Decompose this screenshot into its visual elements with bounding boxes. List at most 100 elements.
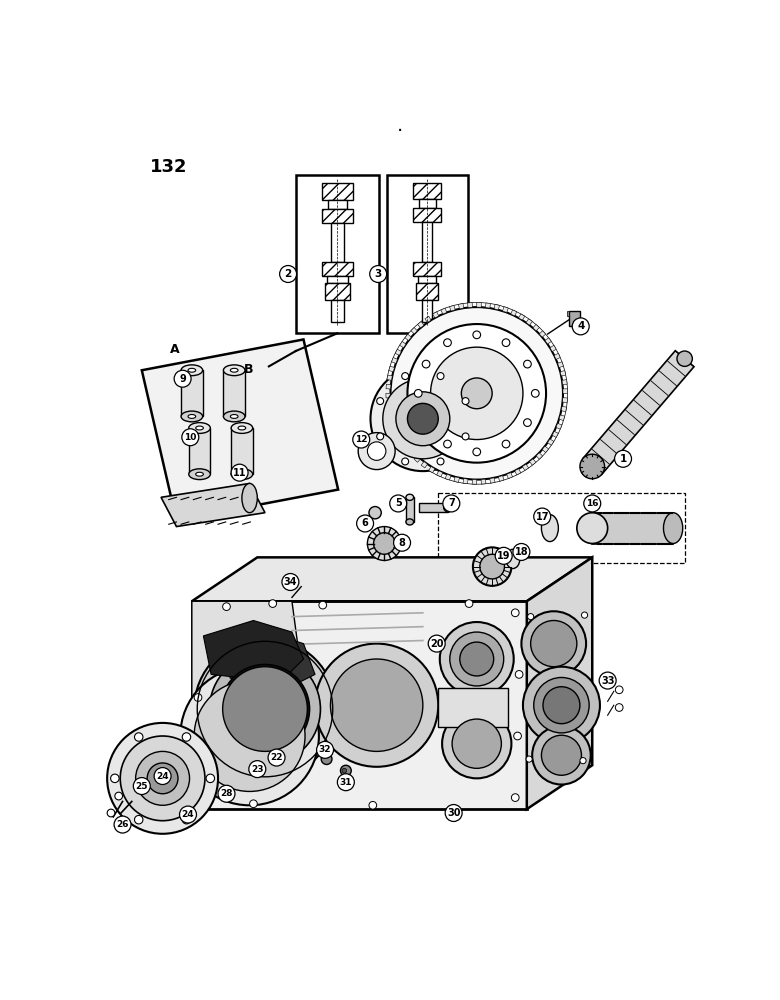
Circle shape (134, 733, 143, 741)
Ellipse shape (577, 513, 608, 544)
Polygon shape (554, 353, 560, 359)
Circle shape (319, 601, 327, 609)
Bar (413, 208, 441, 222)
Bar (296, 175, 379, 333)
Ellipse shape (181, 365, 203, 376)
Ellipse shape (196, 472, 204, 476)
Circle shape (512, 794, 519, 801)
Circle shape (580, 454, 604, 479)
Circle shape (321, 754, 332, 764)
Polygon shape (395, 349, 402, 355)
Ellipse shape (406, 519, 413, 525)
Circle shape (402, 458, 409, 465)
Polygon shape (511, 310, 517, 316)
Circle shape (534, 677, 589, 733)
Circle shape (210, 654, 321, 764)
Circle shape (480, 554, 505, 579)
Polygon shape (449, 305, 456, 311)
Circle shape (526, 756, 532, 762)
Circle shape (473, 331, 480, 339)
Text: 9: 9 (179, 374, 186, 384)
Circle shape (369, 507, 381, 519)
Circle shape (269, 600, 277, 607)
Polygon shape (463, 479, 468, 484)
Text: 8: 8 (399, 538, 406, 548)
Text: 6: 6 (362, 518, 368, 528)
Circle shape (250, 800, 257, 808)
Polygon shape (417, 322, 424, 328)
Circle shape (317, 741, 334, 758)
Text: 12: 12 (355, 435, 367, 444)
Ellipse shape (196, 426, 204, 430)
Circle shape (677, 351, 693, 366)
Polygon shape (485, 303, 491, 308)
Circle shape (452, 719, 502, 768)
Polygon shape (402, 443, 409, 449)
Circle shape (414, 389, 422, 397)
Text: 31: 31 (339, 778, 352, 787)
Circle shape (147, 763, 178, 794)
Bar (322, 209, 353, 223)
Circle shape (513, 544, 530, 560)
Circle shape (514, 732, 521, 740)
Circle shape (444, 440, 452, 448)
Text: ·: · (396, 122, 403, 141)
Text: 4: 4 (577, 321, 584, 331)
Polygon shape (437, 471, 443, 477)
Polygon shape (142, 339, 339, 520)
Circle shape (331, 659, 423, 751)
Polygon shape (433, 312, 439, 318)
Circle shape (206, 774, 215, 783)
Ellipse shape (231, 469, 253, 480)
Polygon shape (536, 453, 543, 459)
Circle shape (111, 774, 119, 783)
Circle shape (443, 495, 459, 512)
Bar (419, 503, 448, 512)
Circle shape (220, 664, 310, 754)
Circle shape (402, 373, 409, 380)
Circle shape (580, 758, 586, 764)
Polygon shape (408, 450, 414, 456)
Circle shape (370, 266, 387, 282)
Circle shape (356, 515, 374, 532)
Polygon shape (386, 402, 392, 407)
Polygon shape (526, 557, 592, 809)
Text: 26: 26 (116, 820, 129, 829)
Circle shape (390, 495, 406, 512)
Polygon shape (545, 338, 551, 344)
Polygon shape (556, 423, 562, 429)
Polygon shape (192, 601, 300, 705)
Polygon shape (425, 316, 431, 323)
Text: A: A (170, 343, 180, 356)
Polygon shape (519, 314, 525, 320)
Text: 10: 10 (184, 433, 197, 442)
Polygon shape (560, 371, 566, 376)
Polygon shape (523, 464, 529, 470)
Polygon shape (454, 477, 459, 482)
Polygon shape (388, 366, 395, 372)
Circle shape (154, 768, 171, 785)
Polygon shape (502, 307, 509, 312)
Circle shape (442, 709, 512, 778)
Polygon shape (387, 375, 392, 380)
Polygon shape (393, 427, 399, 433)
Polygon shape (539, 331, 546, 337)
Circle shape (531, 389, 539, 397)
Polygon shape (530, 459, 536, 465)
Bar (332, 300, 343, 322)
Text: 11: 11 (233, 468, 246, 478)
Ellipse shape (181, 411, 203, 422)
Circle shape (431, 347, 523, 440)
Circle shape (183, 733, 190, 741)
Circle shape (407, 403, 438, 434)
Circle shape (573, 318, 589, 335)
Polygon shape (526, 319, 533, 325)
Polygon shape (562, 398, 568, 403)
Circle shape (369, 801, 377, 809)
Ellipse shape (506, 549, 519, 569)
Polygon shape (405, 334, 411, 341)
Circle shape (521, 611, 586, 676)
Text: 33: 33 (601, 676, 615, 686)
Bar (387, 175, 467, 333)
Ellipse shape (444, 503, 453, 512)
